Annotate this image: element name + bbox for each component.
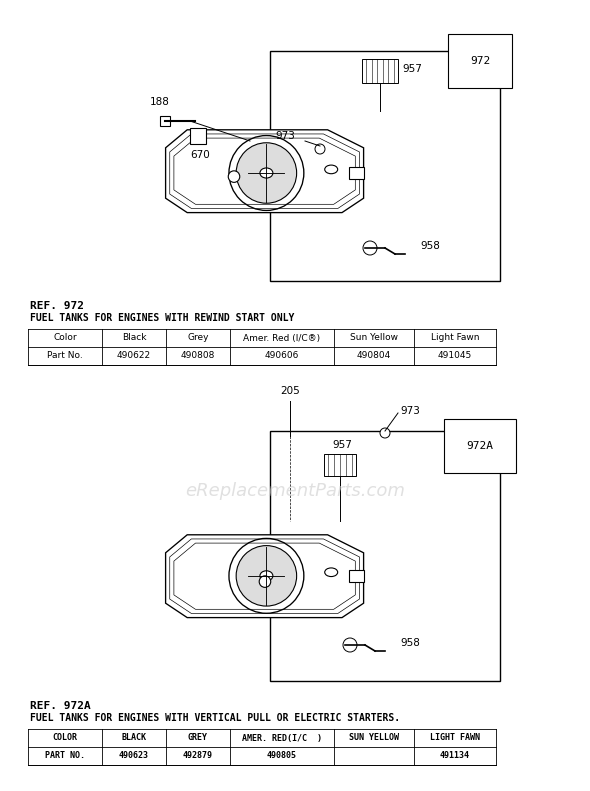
Text: 972: 972 <box>470 56 490 66</box>
Text: Light Fawn: Light Fawn <box>431 334 479 343</box>
Polygon shape <box>166 535 363 618</box>
Text: 958: 958 <box>420 241 440 251</box>
Text: FUEL TANKS FOR ENGINES WITH REWIND START ONLY: FUEL TANKS FOR ENGINES WITH REWIND START… <box>30 313 294 323</box>
Ellipse shape <box>324 568 337 577</box>
Text: 957: 957 <box>332 440 352 450</box>
Text: LIGHT FAWN: LIGHT FAWN <box>430 733 480 743</box>
Circle shape <box>236 142 297 203</box>
Text: 490805: 490805 <box>267 751 297 760</box>
Circle shape <box>380 428 390 438</box>
Text: 492879: 492879 <box>183 751 213 760</box>
Circle shape <box>259 576 271 588</box>
Text: Part No.: Part No. <box>47 351 83 361</box>
Text: COLOR: COLOR <box>53 733 77 743</box>
Text: Amer. Red (I/C®): Amer. Red (I/C®) <box>244 334 320 343</box>
Text: eReplacementParts.com: eReplacementParts.com <box>185 482 405 500</box>
Text: 958: 958 <box>400 638 420 648</box>
Text: PART NO.: PART NO. <box>45 751 85 760</box>
Circle shape <box>315 144 325 154</box>
Text: 205: 205 <box>280 386 300 396</box>
Bar <box>324 454 356 476</box>
Ellipse shape <box>260 168 273 178</box>
Polygon shape <box>166 130 363 213</box>
Text: BLACK: BLACK <box>122 733 146 743</box>
Text: Sun Yellow: Sun Yellow <box>350 334 398 343</box>
Text: REF. 972: REF. 972 <box>30 301 84 311</box>
Text: GREY: GREY <box>188 733 208 743</box>
Text: 490606: 490606 <box>265 351 299 361</box>
Bar <box>349 570 363 581</box>
Circle shape <box>228 171 240 183</box>
Text: Black: Black <box>122 334 146 343</box>
Ellipse shape <box>260 571 273 581</box>
Bar <box>349 167 363 179</box>
Text: FUEL TANKS FOR ENGINES WITH VERTICAL PULL OR ELECTRIC STARTERS.: FUEL TANKS FOR ENGINES WITH VERTICAL PUL… <box>30 713 400 723</box>
Text: 957: 957 <box>402 64 422 74</box>
Bar <box>160 116 170 126</box>
Bar <box>190 128 206 144</box>
Text: 490804: 490804 <box>357 351 391 361</box>
Ellipse shape <box>324 165 337 174</box>
Text: SUN YELLOW: SUN YELLOW <box>349 733 399 743</box>
Text: 973: 973 <box>400 406 420 416</box>
Text: 490622: 490622 <box>117 351 151 361</box>
Text: 490808: 490808 <box>181 351 215 361</box>
Text: 972A: 972A <box>467 441 493 451</box>
Bar <box>270 431 500 681</box>
Bar <box>270 51 500 281</box>
Text: 188: 188 <box>150 97 170 107</box>
Text: Color: Color <box>53 334 77 343</box>
Text: AMER. RED(I/C  ): AMER. RED(I/C ) <box>242 733 322 743</box>
Text: Grey: Grey <box>187 334 209 343</box>
Circle shape <box>236 546 297 606</box>
Text: 973: 973 <box>275 131 295 141</box>
Text: 670: 670 <box>190 150 210 160</box>
Text: REF. 972A: REF. 972A <box>30 701 91 711</box>
Bar <box>362 59 398 83</box>
Text: 491045: 491045 <box>438 351 472 361</box>
Text: 491134: 491134 <box>440 751 470 760</box>
Text: 490623: 490623 <box>119 751 149 760</box>
